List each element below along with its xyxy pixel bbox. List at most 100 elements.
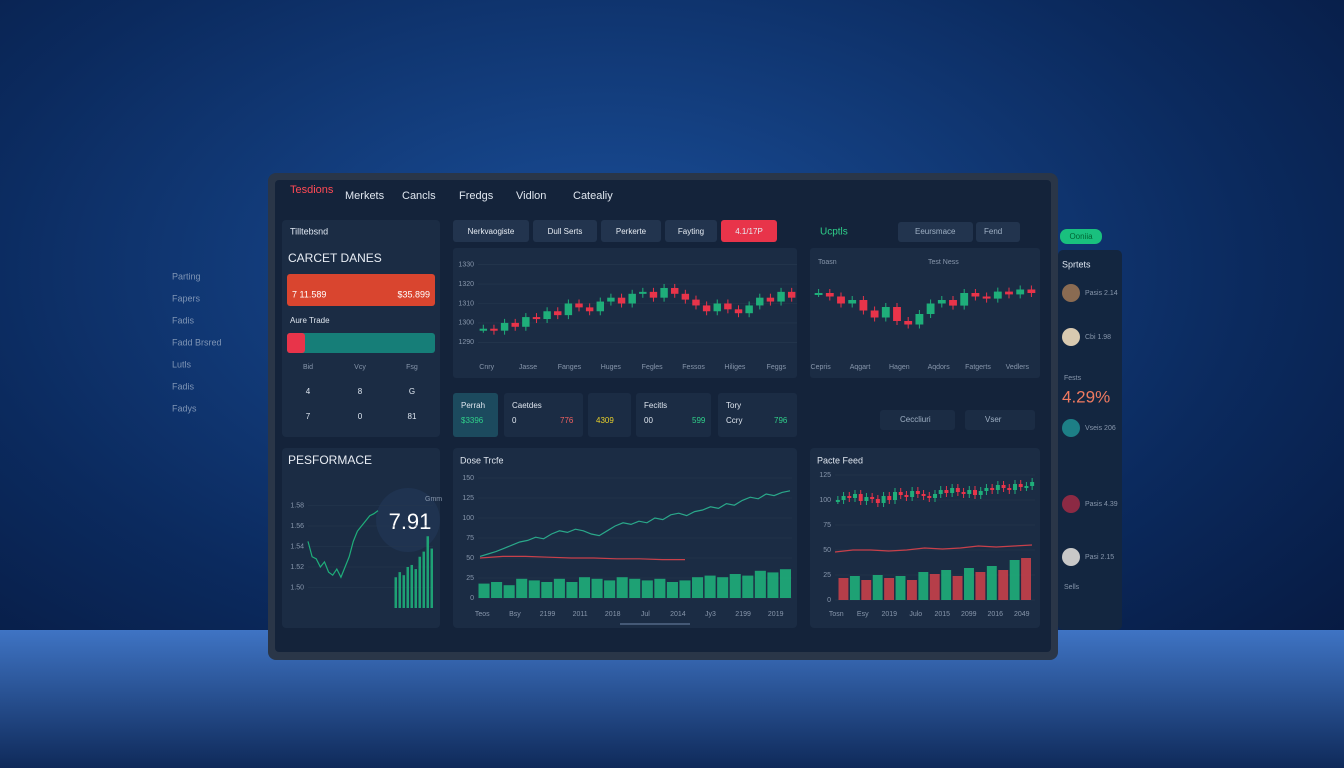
candle <box>926 303 935 314</box>
red-bar-text: 7 11.589 <box>292 289 326 299</box>
filter-bg[interactable] <box>880 410 955 430</box>
bar <box>952 576 963 600</box>
tab[interactable]: 4.1/17P <box>735 227 763 236</box>
stat-text: 00 <box>644 416 653 425</box>
tab-bg[interactable] <box>533 220 597 242</box>
candle <box>978 491 983 495</box>
bar <box>679 580 691 598</box>
candle <box>639 291 647 294</box>
nav-item[interactable]: Catealiy <box>573 190 613 202</box>
candle <box>995 485 1000 490</box>
filter-bg[interactable] <box>965 410 1035 430</box>
bar <box>729 574 741 598</box>
candle <box>1001 485 1006 488</box>
y-tick-label: 50 <box>466 555 474 562</box>
bar <box>406 567 409 608</box>
menu-item[interactable]: Parting <box>172 271 201 281</box>
menu-item[interactable]: Fadd Brsred <box>172 337 222 347</box>
button-bg[interactable] <box>976 222 1020 242</box>
candle <box>961 492 966 494</box>
bar <box>717 577 729 598</box>
candle <box>870 310 879 318</box>
bar <box>849 576 860 600</box>
panel-title: Ucptls <box>820 227 848 238</box>
stat-card[interactable] <box>636 393 711 437</box>
pill-label[interactable]: Ooniia <box>1069 232 1093 241</box>
tab-bg[interactable] <box>721 220 777 242</box>
stat-card[interactable] <box>588 393 631 437</box>
menu-item[interactable]: Fadys <box>172 403 197 413</box>
nav-item[interactable]: Merkets <box>345 190 385 202</box>
y-tick-label: 100 <box>462 515 474 522</box>
candle <box>660 287 668 298</box>
tab-bg[interactable] <box>453 220 529 242</box>
menu-item[interactable]: Lutls <box>172 359 192 369</box>
x-tick-label: Hiliges <box>724 364 746 371</box>
bar <box>666 582 678 598</box>
x-tick-label: 2011 <box>573 611 588 618</box>
y-tick-label: 50 <box>823 547 831 554</box>
teal-bar[interactable] <box>287 333 435 353</box>
panel-label: Sells <box>1064 584 1080 591</box>
price-line <box>307 510 379 579</box>
bar <box>692 577 704 598</box>
pill[interactable] <box>1060 229 1102 244</box>
button[interactable]: Fend <box>984 227 1002 236</box>
bar <box>394 577 397 608</box>
grid-cell: G <box>409 387 415 396</box>
filter[interactable]: Vser <box>985 415 1002 424</box>
dropdown[interactable]: Eeursmace <box>915 227 956 236</box>
stat-card[interactable] <box>718 393 797 437</box>
candle <box>745 305 753 314</box>
x-tick-label: 2018 <box>605 611 621 618</box>
candle <box>858 494 863 501</box>
nav-item[interactable]: Vidlon <box>516 190 546 202</box>
tab[interactable]: Nerkvaogiste <box>468 227 515 236</box>
bar <box>629 578 641 598</box>
candle <box>955 488 960 492</box>
grid-cell: 0 <box>358 412 363 421</box>
candle <box>973 490 977 495</box>
stat-text: Tory <box>726 401 741 410</box>
panel-item: Pasi 2.15 <box>1085 554 1114 561</box>
x-tick-label: Aqdors <box>928 364 951 371</box>
y-tick-label: 0 <box>470 595 474 602</box>
candle <box>971 293 980 297</box>
avatar <box>1062 328 1080 346</box>
candle <box>564 303 573 316</box>
reference-line <box>479 555 685 561</box>
candle <box>702 305 711 312</box>
x-tick-label: 2014 <box>670 611 686 618</box>
nav-item[interactable]: Cancls <box>402 190 436 202</box>
bar <box>616 577 628 598</box>
tab-bg[interactable] <box>601 220 661 242</box>
trade-label: Aure Trade <box>290 316 330 325</box>
candle <box>692 299 700 306</box>
candle <box>1007 488 1012 490</box>
y-tick-label: 1.50 <box>290 584 304 591</box>
teal-bar-handle[interactable] <box>287 333 305 353</box>
tab[interactable]: Fayting <box>678 227 704 236</box>
y-tick-label: 1310 <box>458 300 474 307</box>
menu-item[interactable]: Fapers <box>172 293 201 303</box>
candle <box>990 488 995 490</box>
candle <box>500 322 509 331</box>
stat-card[interactable] <box>453 393 498 437</box>
y-tick-label: 1.58 <box>290 502 304 509</box>
menu-item[interactable]: Fadis <box>172 315 195 325</box>
tab[interactable]: Perkerte <box>616 227 647 236</box>
candle <box>944 490 949 493</box>
filter[interactable]: Ceccliuri <box>900 415 931 424</box>
tab-bg[interactable] <box>665 220 717 242</box>
dropdown[interactable]: Tilltebsnd <box>290 226 328 236</box>
dropdown-bg[interactable] <box>898 222 973 242</box>
bar <box>986 566 997 600</box>
menu-item[interactable]: Fadis <box>172 381 195 391</box>
nav-item[interactable]: Fredgs <box>459 190 494 202</box>
grid-header: Bid <box>303 364 313 371</box>
brand[interactable]: Tesdions <box>290 184 334 196</box>
tab[interactable]: Dull Serts <box>548 227 583 236</box>
panel-item: Cbi 1.98 <box>1085 334 1111 341</box>
stat-card[interactable] <box>504 393 583 437</box>
candle <box>875 499 880 503</box>
